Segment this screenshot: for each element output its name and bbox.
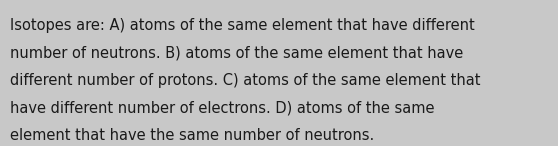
Text: have different number of electrons. D) atoms of the same: have different number of electrons. D) a… — [10, 101, 435, 116]
Text: number of neutrons. B) atoms of the same element that have: number of neutrons. B) atoms of the same… — [10, 45, 463, 60]
Text: Isotopes are: A) atoms of the same element that have different: Isotopes are: A) atoms of the same eleme… — [10, 18, 475, 33]
Text: element that have the same number of neutrons.: element that have the same number of neu… — [10, 128, 374, 144]
Text: different number of protons. C) atoms of the same element that: different number of protons. C) atoms of… — [10, 73, 480, 88]
